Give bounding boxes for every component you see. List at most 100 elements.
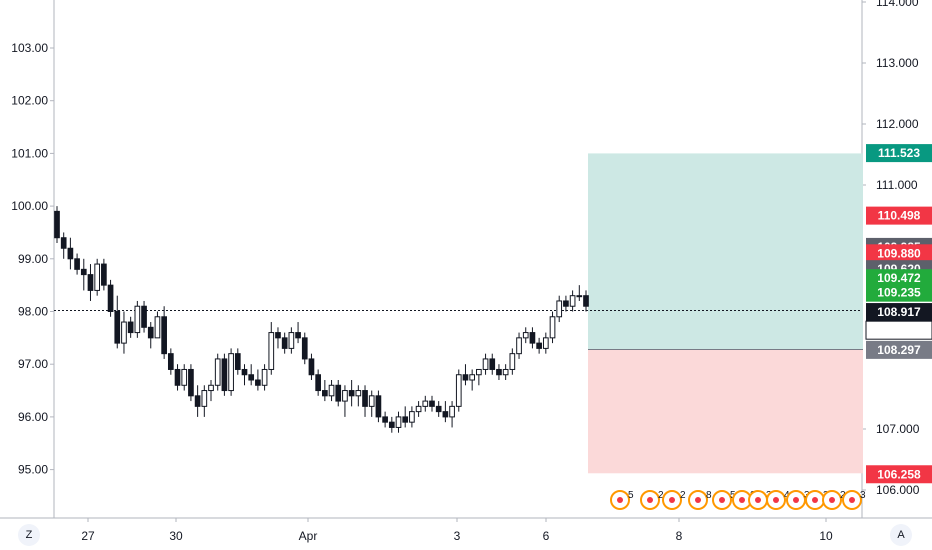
candle [194,385,201,417]
left-axis-tick-label: 103.00 [11,41,48,55]
candle-body [576,295,583,298]
candle-body [509,353,516,370]
candle-body [529,332,536,344]
candle [342,385,348,417]
candle [536,337,542,354]
candle [281,332,288,354]
candle [147,322,154,349]
candle [268,322,275,375]
candle [402,406,409,428]
price-label-bg [865,320,932,340]
economic-event-marker: 3 [842,490,866,510]
candle-body [556,300,563,318]
candle [295,322,301,344]
candle [127,316,134,338]
candle-body [194,395,201,407]
candle [201,385,208,417]
candle [576,285,583,301]
candle-body [502,368,509,376]
candle [154,311,161,339]
right-axis-tick-label: 107.000 [876,422,920,436]
auto-scale-button[interactable]: A [890,524,912,546]
candle-body [241,368,248,376]
flag-icon [739,497,745,503]
candle-body [54,210,60,239]
candle [328,380,335,402]
candle-body [275,332,281,339]
candle-body [328,384,335,397]
time-axis-tick-label: 10 [819,529,833,543]
candle [563,295,569,312]
price-label-badge: 108.917 [866,303,932,322]
price-label-badge: 106.258 [866,465,932,484]
candle [422,395,429,412]
candle-body [174,368,181,386]
price-label-badge: 110.498 [866,206,932,225]
price-label-bg [866,283,932,302]
candle [348,380,355,407]
candle-body [228,353,234,392]
candle-body [322,390,328,397]
economic-event-marker: 2 [640,490,664,510]
candle-body [522,332,529,339]
candle-body [295,332,301,339]
price-label-text: 109.472 [877,271,921,285]
candle-body [382,416,388,423]
candle [556,295,563,323]
candle-body [288,332,295,349]
candle [248,364,255,386]
left-axis-tick-label: 102.00 [11,94,48,108]
candle [409,406,415,428]
candle [449,401,455,428]
candle-body [147,326,154,339]
candle-body [449,405,455,418]
flag-icon [849,497,855,503]
candle-body [101,263,107,286]
time-axis-tick-label: 27 [81,529,95,543]
candle [375,390,382,423]
flag-icon [773,497,779,503]
price-label-badge: 108.297 [866,340,932,359]
time-axis-tick-label: Apr [299,529,318,543]
candle-body [455,374,462,407]
economic-event-marker: 2 [662,490,686,510]
candle [502,364,509,381]
candle-body [442,411,449,418]
candle-body [87,274,94,291]
candle [529,327,536,349]
candle [482,353,489,375]
candle [181,364,188,391]
time-axis-tick-label: 3 [454,529,461,543]
candle [134,300,141,338]
candle-body [74,258,80,270]
candle [569,290,576,312]
candle [496,364,502,381]
candle [221,353,228,396]
candle-body [395,416,402,428]
candle-body [516,337,522,355]
event-count: 5 [730,490,736,501]
left-axis-tick-label: 96.00 [18,410,48,424]
candle [188,364,194,402]
candle [442,401,449,423]
candle [522,327,529,344]
candle-body [422,400,429,407]
candle [94,258,101,296]
price-label-text: 109.235 [877,286,921,300]
candle [516,332,522,359]
candle-body [368,395,375,407]
candle [208,380,214,402]
price-label-text: 106.258 [877,467,921,481]
candle [54,206,60,243]
candle [67,237,74,270]
timezone-toggle-button[interactable]: Z [18,524,40,546]
economic-event-marker: 2 [822,490,846,510]
economic-event-marker: 4 [766,490,790,510]
left-axis-tick-label: 95.00 [18,463,48,477]
candle-body [255,379,261,386]
candle-body [60,237,67,249]
candle [315,369,321,396]
candle-body [542,337,549,349]
candle-body [214,358,221,386]
